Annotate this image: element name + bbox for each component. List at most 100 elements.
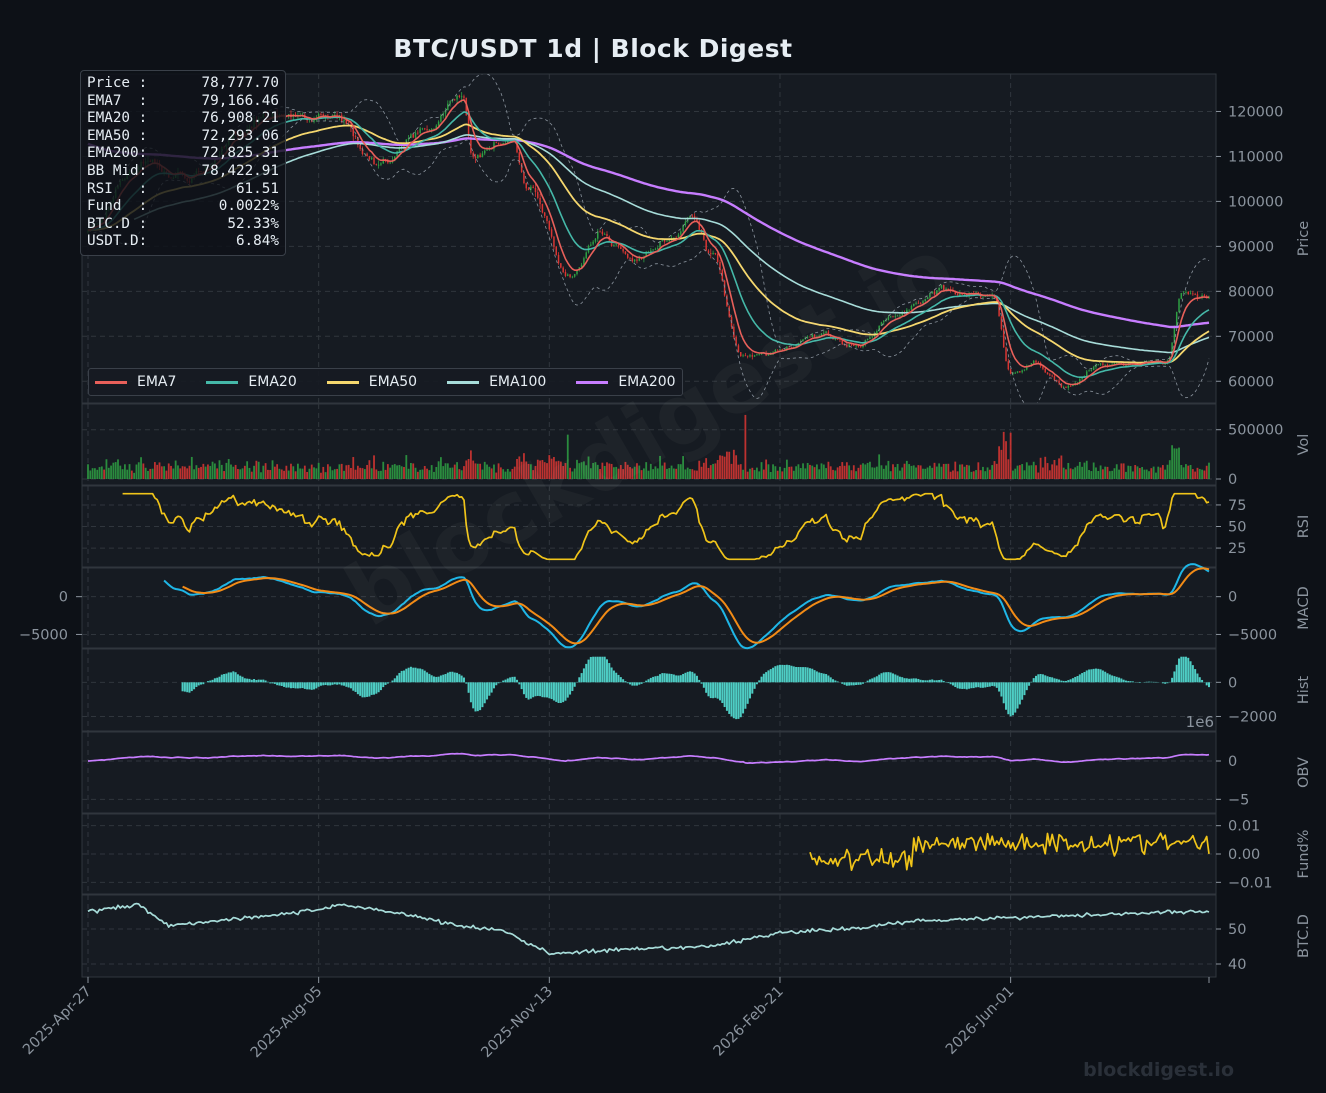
hist-bar <box>1178 658 1181 683</box>
candle-body <box>1032 360 1035 364</box>
hist-bar <box>755 682 758 685</box>
candle-body <box>1148 360 1150 362</box>
volume-bar <box>892 464 894 479</box>
info-label: BB Mid: <box>87 162 148 179</box>
volume-bar <box>553 457 555 479</box>
hist-bar <box>691 671 694 683</box>
hist-bar <box>289 682 292 689</box>
candle-body <box>345 119 348 124</box>
volume-bar <box>393 464 396 479</box>
hist-bar <box>218 676 221 683</box>
candle-body <box>1175 312 1178 326</box>
hist-bar <box>343 682 346 686</box>
candle-body <box>936 290 938 295</box>
volume-bar <box>1150 468 1153 479</box>
volume-bar <box>933 462 936 479</box>
volume-bar <box>756 467 758 479</box>
hist-bar <box>742 682 745 714</box>
volume-bar <box>1155 472 1157 479</box>
hist-bar <box>1023 682 1026 696</box>
candle-body <box>532 186 534 188</box>
hist-bar <box>919 679 922 683</box>
candle-body <box>359 145 361 149</box>
hist-bar <box>744 682 747 709</box>
hist-bar <box>617 674 620 683</box>
candle-body <box>689 215 691 219</box>
volume-bar <box>375 469 378 479</box>
info-row: BB Mid: 78,422.91 <box>87 163 279 181</box>
volume-bar <box>592 462 595 479</box>
volume-bar <box>398 464 401 479</box>
hist-bar <box>336 682 339 685</box>
volume-bar <box>1127 465 1130 479</box>
volume-bar <box>834 470 837 479</box>
volume-bar <box>1007 459 1010 479</box>
volume-bar <box>100 466 103 479</box>
volume-bar <box>894 467 897 479</box>
volume-bar <box>267 469 269 479</box>
volume-bar <box>1205 465 1208 479</box>
candle-body <box>811 334 814 337</box>
hist-bar <box>1039 673 1042 683</box>
candle-body <box>449 101 451 104</box>
candle-body <box>1182 292 1185 294</box>
candle-body <box>1007 361 1010 370</box>
volume-bar <box>423 466 426 479</box>
hist-bar <box>1101 670 1104 683</box>
candle-body <box>354 136 357 137</box>
hist-bar <box>1115 676 1118 683</box>
volume-bar <box>338 464 341 479</box>
candle-body <box>507 140 509 144</box>
candle-body <box>933 291 936 295</box>
volume-bar <box>416 471 419 479</box>
volume-bar <box>774 466 777 479</box>
volume-bar <box>1101 469 1104 479</box>
hist-bar <box>313 682 316 690</box>
y-tick-label: 50 <box>1228 922 1246 938</box>
volume-bar <box>931 467 934 479</box>
candle-body <box>878 325 880 331</box>
volume-bar <box>1046 463 1049 479</box>
volume-bar <box>536 459 539 479</box>
hist-bar <box>354 682 357 692</box>
volume-bar <box>975 470 977 479</box>
volume-bar <box>1122 463 1125 479</box>
volume-bar <box>1161 465 1164 479</box>
candle-body <box>334 114 336 116</box>
candle-body <box>1005 347 1007 362</box>
volume-bar <box>91 468 94 479</box>
candle-body <box>1046 372 1049 375</box>
volume-bar <box>144 467 147 479</box>
y-axis-label: Vol <box>1296 434 1312 456</box>
hist-bar <box>714 682 717 698</box>
candle-body <box>583 258 585 265</box>
volume-bar <box>1030 465 1033 479</box>
candle-body <box>1016 371 1019 373</box>
rsi-line <box>122 492 1210 561</box>
info-row: EMA50 : 72,293.06 <box>87 128 279 146</box>
candle-body <box>691 215 694 217</box>
volume-bar <box>599 468 601 479</box>
volume-bar <box>742 469 744 479</box>
hist-bar <box>845 682 848 686</box>
hist-bar <box>610 667 613 683</box>
volume-bar <box>1009 432 1012 479</box>
x-tick-label: 2025-Apr-27 <box>20 984 95 1059</box>
volume-bar <box>1039 457 1042 479</box>
hist-bar <box>322 682 325 686</box>
hist-bar <box>1150 681 1153 683</box>
hist-bar <box>732 682 735 719</box>
volume-bar <box>998 446 1001 479</box>
hist-bar <box>412 667 415 683</box>
hist-bar <box>287 682 290 688</box>
hist-bar <box>940 679 943 683</box>
volume-bar <box>1189 464 1192 479</box>
hist-bar <box>1007 682 1010 715</box>
volume-bar <box>1143 469 1146 479</box>
volume-bar <box>836 467 839 479</box>
hist-bar <box>799 667 802 683</box>
y-tick-label: 80000 <box>1228 284 1274 300</box>
hist-bar <box>585 663 588 683</box>
candle-body <box>758 354 760 356</box>
candle-body <box>375 164 378 166</box>
